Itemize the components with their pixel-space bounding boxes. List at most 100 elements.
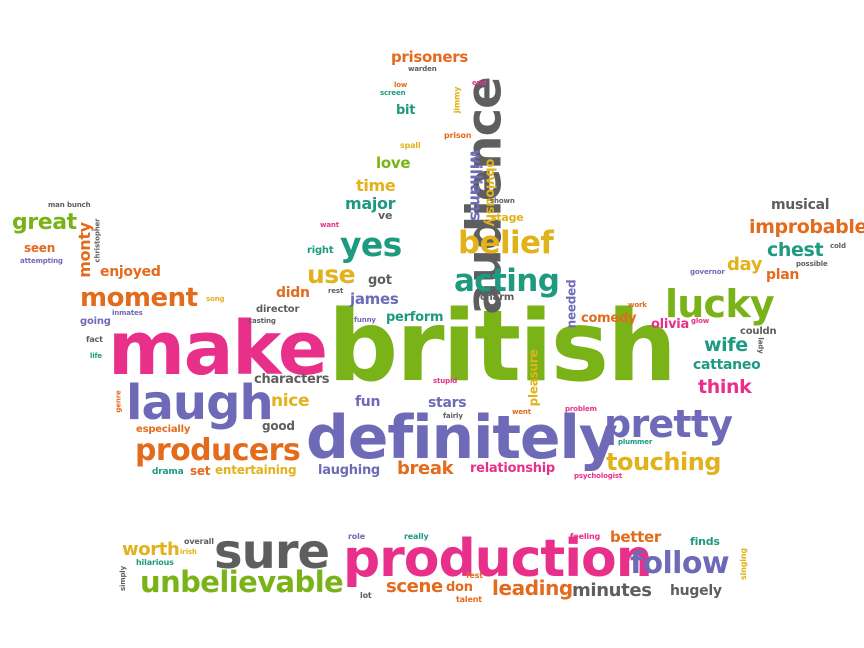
word-charm: charm: [480, 292, 515, 303]
word-lucky: lucky: [665, 282, 775, 326]
word-spall: spall: [400, 141, 421, 150]
word-glow: glow: [691, 317, 710, 325]
word-inmates: inmates: [112, 309, 143, 317]
word-possible: possible: [796, 260, 828, 268]
word-entertaining: entertaining: [215, 463, 297, 477]
word-hugely: hugely: [670, 583, 722, 599]
word-perform: perform: [386, 310, 444, 325]
word-didn: didn: [276, 285, 310, 301]
word-ve: ve: [378, 209, 393, 222]
word-british: british: [328, 290, 677, 404]
word-day: day: [727, 254, 763, 275]
word-screen: screen: [380, 89, 406, 97]
word-lot: lot: [360, 591, 372, 600]
word-nice: nice: [271, 391, 310, 411]
word-jimmy: jimmy: [452, 86, 462, 114]
word-moment: moment: [80, 283, 198, 313]
word-overall: overall: [184, 537, 214, 546]
word-fairly: fairly: [443, 412, 463, 420]
word-problem: problem: [565, 405, 597, 413]
word-hilarious: hilarious: [136, 558, 174, 567]
word-right: right: [307, 245, 334, 256]
word-fest: fest: [466, 571, 483, 580]
word-song: song: [206, 295, 225, 303]
word-wife: wife: [704, 334, 748, 356]
word-break: break: [397, 458, 454, 479]
word-relationship: relationship: [470, 461, 555, 476]
word-warden: warden: [408, 65, 437, 73]
word-think: think: [698, 376, 752, 398]
word-director: director: [256, 304, 300, 315]
word-pretty: pretty: [604, 402, 733, 446]
word-cold: cold: [830, 242, 846, 250]
word-low: low: [394, 81, 408, 89]
word-went: went: [512, 408, 531, 416]
word-james: james: [350, 290, 399, 308]
word-lady: lady: [756, 337, 765, 354]
word-shown: shown: [490, 197, 515, 205]
word-williams: williams: [466, 149, 486, 221]
word-singing: singing: [738, 548, 748, 580]
word-drama: drama: [152, 467, 184, 477]
word-couldn: couldn: [740, 326, 777, 337]
word-irish: irish: [180, 548, 197, 556]
word-improbable: improbable: [749, 216, 864, 238]
word-set: set: [190, 464, 211, 478]
word-plummer: plummer: [618, 438, 653, 446]
word-belief: belief: [458, 225, 554, 261]
word-governor: governor: [690, 268, 725, 276]
word-yes: yes: [340, 225, 402, 264]
word-funny: funny: [354, 316, 376, 324]
word-production: production: [343, 529, 653, 589]
word-musical: musical: [771, 197, 830, 213]
word-end: end: [472, 79, 487, 87]
word-fun: fun: [355, 394, 381, 410]
word-characters: characters: [254, 372, 330, 387]
word-prisoners: prisoners: [391, 48, 468, 66]
word-life: life: [90, 352, 103, 360]
word-rest: rest: [328, 287, 344, 295]
word-enjoyed: enjoyed: [100, 264, 161, 280]
word-genre: genre: [114, 390, 123, 413]
word-unbelievable: unbelievable: [140, 565, 344, 599]
word-casting: casting: [248, 317, 276, 325]
word-worth: worth: [122, 539, 180, 560]
word-going: going: [80, 316, 111, 327]
word-laugh: laugh: [126, 375, 274, 431]
word-needed: needed: [564, 279, 579, 329]
word-sure: sure: [214, 524, 330, 580]
word-follow: follow: [630, 546, 730, 581]
word-don: don: [446, 580, 473, 595]
word-christopher: christopher: [93, 218, 102, 263]
word-leading: leading: [492, 576, 573, 600]
word-producers: producers: [135, 433, 301, 468]
word-finds: finds: [690, 535, 720, 548]
word-stupid: stupid: [433, 377, 458, 385]
word-pleasure: pleasure: [526, 349, 541, 407]
word-prison: prison: [444, 131, 472, 140]
word-monty: monty: [74, 222, 94, 278]
word-bit: bit: [396, 103, 416, 118]
word-laughing: laughing: [318, 463, 380, 478]
word-psychologist: psychologist: [574, 472, 623, 480]
word-good: good: [262, 419, 295, 433]
word-plan: plan: [766, 267, 800, 283]
word-definitely: definitely: [306, 403, 618, 473]
word-use: use: [307, 260, 356, 289]
word-want: want: [320, 221, 339, 229]
word-feeling: feeling: [570, 532, 601, 541]
word-major: major: [345, 194, 396, 213]
word-comedy: comedy: [581, 311, 637, 326]
word-simply: simply: [119, 566, 127, 591]
word-stage: stage: [490, 211, 524, 224]
word-man: man: [48, 201, 65, 209]
word-really: really: [404, 532, 429, 541]
word-minutes: minutes: [572, 580, 652, 601]
word-work: work: [628, 301, 647, 309]
word-make: make: [108, 306, 328, 392]
word-scene: scene: [386, 576, 443, 597]
word-time: time: [356, 176, 396, 195]
word-cattaneo: cattaneo: [693, 357, 761, 373]
word-got: got: [368, 273, 392, 288]
